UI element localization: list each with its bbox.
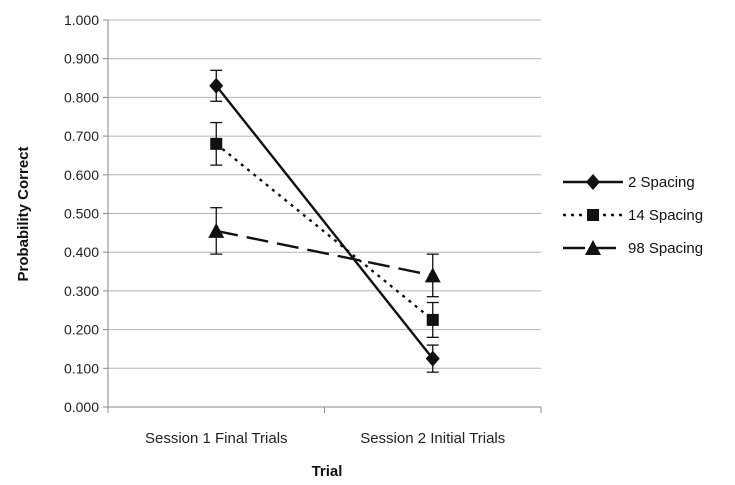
legend-label: 98 Spacing bbox=[628, 240, 703, 257]
series-layer bbox=[208, 69, 441, 373]
series-line bbox=[215, 142, 434, 321]
data-point-triangle bbox=[424, 267, 441, 283]
legend-item: 14 Spacing bbox=[563, 207, 703, 224]
legend-marker-diamond bbox=[586, 174, 600, 190]
y-tick-label: 0.700 bbox=[64, 128, 99, 144]
series-line bbox=[215, 85, 434, 360]
y-tick-label: 1.000 bbox=[64, 12, 99, 28]
legend-marker-square bbox=[587, 209, 599, 221]
legend: 2 Spacing 14 Spacing 98 Spacing bbox=[563, 174, 703, 257]
y-tick-label: 0.400 bbox=[64, 244, 99, 260]
x-axis-title: Trial bbox=[312, 463, 343, 480]
series-3 bbox=[208, 207, 441, 298]
y-tick-label: 0.500 bbox=[64, 206, 99, 222]
y-tick-label: 0.300 bbox=[64, 283, 99, 299]
data-point-diamond bbox=[209, 77, 224, 94]
axes: 0.000 0.100 0.200 0.300 0.400 0.500 0.600 0.700… bbox=[64, 12, 542, 447]
data-point-diamond bbox=[425, 350, 440, 367]
y-tick-label: 0.600 bbox=[64, 167, 99, 183]
legend-label: 14 Spacing bbox=[628, 207, 703, 224]
y-tick-label: 0.200 bbox=[64, 322, 99, 338]
series-1 bbox=[209, 69, 440, 373]
x-tick-label: Session 1 Final Trials bbox=[145, 430, 288, 447]
data-point-square bbox=[210, 137, 223, 150]
y-tick-label: 0.900 bbox=[64, 51, 99, 67]
y-tick-label: 0.800 bbox=[64, 89, 99, 105]
x-tick-label: Session 2 Initial Trials bbox=[360, 430, 505, 447]
legend-item: 2 Spacing bbox=[563, 174, 695, 191]
legend-item: 98 Spacing bbox=[563, 240, 703, 257]
data-point-square bbox=[426, 313, 439, 326]
data-point-triangle bbox=[208, 222, 225, 238]
series-2 bbox=[210, 121, 439, 338]
y-tick-label: 0.000 bbox=[64, 399, 99, 415]
legend-marker-triangle bbox=[585, 240, 601, 255]
y-tick-label: 0.100 bbox=[64, 360, 99, 376]
gridlines bbox=[108, 19, 541, 369]
y-axis-title: Probability Correct bbox=[15, 146, 32, 281]
series-line bbox=[216, 229, 433, 277]
legend-label: 2 Spacing bbox=[628, 174, 695, 191]
